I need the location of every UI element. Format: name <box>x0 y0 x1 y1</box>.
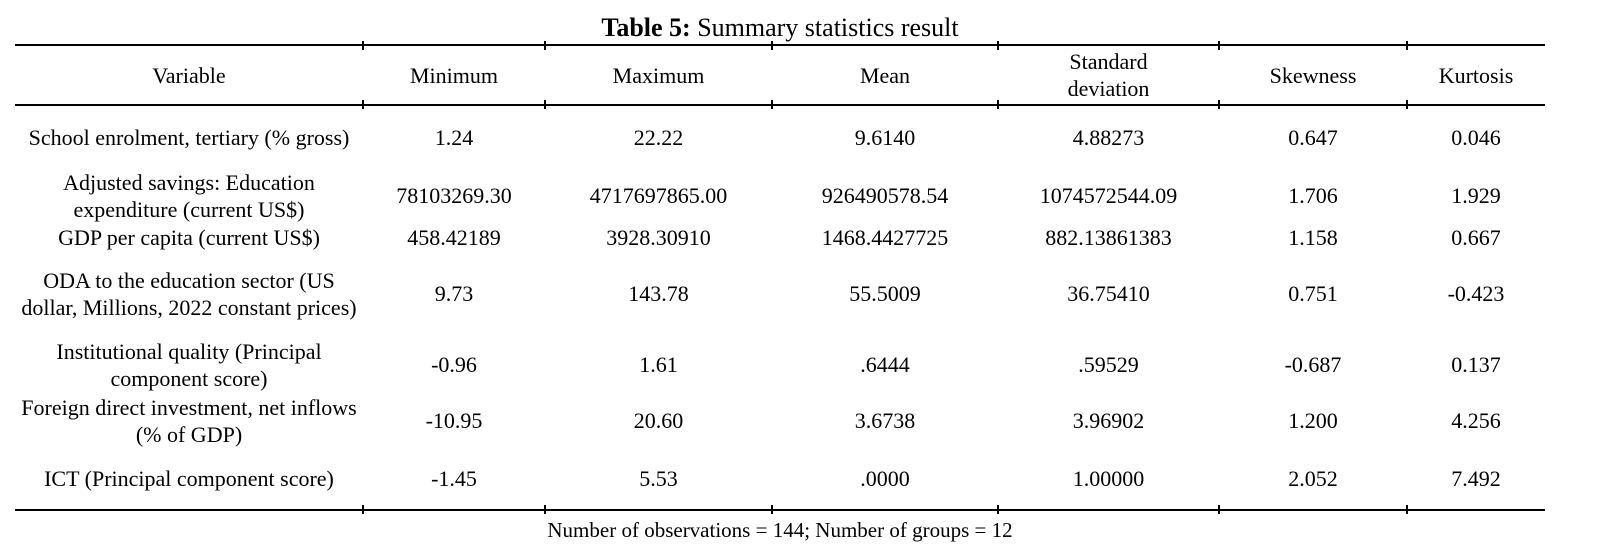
minimum-cell: 78103269.30 <box>396 183 512 208</box>
table-caption-label: Table 5: <box>601 13 691 42</box>
column-header-maximum: Maximum <box>544 40 772 108</box>
table-caption: Table 5: Summary statistics result <box>15 0 1545 44</box>
table-footnote: Number of observations = 144; Number of … <box>547 518 1013 542</box>
column-header-mean: Mean <box>771 40 998 108</box>
std-deviation-cell: 4.88273 <box>1072 124 1145 150</box>
column-header-minimum: Minimum <box>362 40 545 108</box>
maximum-cell: 4717697865.00 <box>589 183 728 208</box>
column-header-standard-deviation-text: Standard deviation <box>1067 49 1150 101</box>
table-row: Institutional quality (Principal compone… <box>15 336 1545 393</box>
column-header-variable: Variable <box>152 62 226 88</box>
skewness-cell: 0.647 <box>1288 124 1338 150</box>
stats-table: Variable Minimum Maximum Mean Standard d… <box>15 40 1545 514</box>
variable-cell: Adjusted savings: Education expenditure … <box>63 169 315 222</box>
table-row: ODA to the education sector (US dollar, … <box>15 251 1545 336</box>
std-deviation-cell: .59529 <box>1078 352 1139 377</box>
skewness-cell: 1.158 <box>1288 224 1338 250</box>
kurtosis-cell: 7.492 <box>1406 448 1545 514</box>
skewness-cell: 0.751 <box>1288 281 1338 306</box>
maximum-cell: 20.60 <box>633 408 684 433</box>
std-deviation-cell: 3.96902 <box>1072 408 1145 433</box>
table-row: Adjusted savings: Education expenditure … <box>15 168 1545 223</box>
variable-cell: School enrolment, tertiary (% gross) <box>28 124 350 150</box>
header-row: Variable Minimum Maximum Mean Standard d… <box>15 40 1545 108</box>
minimum-cell: -10.95 <box>425 408 483 433</box>
table-row: GDP per capita (current US$) 458.42189 3… <box>15 223 1545 251</box>
mean-cell: 55.5009 <box>849 281 921 306</box>
minimum-cell: -1.45 <box>362 448 545 514</box>
table-row: Foreign direct investment, net inflows (… <box>15 393 1545 448</box>
kurtosis-cell: -0.423 <box>1447 281 1505 306</box>
column-header-standard-deviation: Standard deviation <box>997 40 1219 108</box>
mean-cell: .0000 <box>771 448 998 514</box>
std-deviation-cell: 1074572544.09 <box>1039 183 1178 208</box>
std-deviation-cell: 1.00000 <box>997 448 1219 514</box>
variable-cell: Institutional quality (Principal compone… <box>56 338 322 391</box>
mean-cell: .6444 <box>860 352 910 377</box>
skewness-cell: -0.687 <box>1284 352 1342 377</box>
kurtosis-cell: 0.137 <box>1451 352 1501 377</box>
mean-cell: 1468.4427725 <box>821 224 949 250</box>
maximum-cell: 1.61 <box>639 352 678 377</box>
summary-statistics-table: Table 5: Summary statistics result Varia… <box>15 0 1545 543</box>
column-header-kurtosis: Kurtosis <box>1406 40 1545 108</box>
maximum-cell: 3928.30910 <box>606 224 711 250</box>
table-row: School enrolment, tertiary (% gross) 1.2… <box>15 105 1545 168</box>
kurtosis-cell: 0.667 <box>1451 224 1501 250</box>
std-deviation-cell: 36.75410 <box>1067 281 1150 306</box>
variable-cell: GDP per capita (current US$) <box>58 224 320 250</box>
variable-cell: Foreign direct investment, net inflows (… <box>21 394 357 447</box>
minimum-cell: 458.42189 <box>407 224 501 250</box>
kurtosis-cell: 4.256 <box>1451 408 1501 433</box>
table-row: ICT (Principal component score) -1.45 5.… <box>15 448 1545 514</box>
skewness-cell: 1.200 <box>1288 408 1338 433</box>
kurtosis-cell: 1.929 <box>1451 183 1501 208</box>
mean-cell: 3.6738 <box>854 408 916 433</box>
skewness-cell: 1.706 <box>1288 183 1338 208</box>
mean-cell: 926490578.54 <box>821 183 949 208</box>
column-header-skewness: Skewness <box>1218 40 1407 108</box>
table-caption-text: Summary statistics result <box>690 13 959 42</box>
maximum-cell: 22.22 <box>633 124 684 150</box>
kurtosis-cell: 0.046 <box>1451 124 1501 150</box>
std-deviation-cell: 882.13861383 <box>1045 224 1172 250</box>
minimum-cell: -0.96 <box>431 352 477 377</box>
maximum-cell: 143.78 <box>628 281 689 306</box>
maximum-cell: 5.53 <box>544 448 772 514</box>
minimum-cell: 9.73 <box>434 281 474 306</box>
mean-cell: 9.6140 <box>854 124 916 150</box>
variable-cell: ODA to the education sector (US dollar, … <box>21 267 357 320</box>
minimum-cell: 1.24 <box>434 124 474 150</box>
variable-cell: ICT (Principal component score) <box>44 466 334 491</box>
skewness-cell: 2.052 <box>1218 448 1407 514</box>
